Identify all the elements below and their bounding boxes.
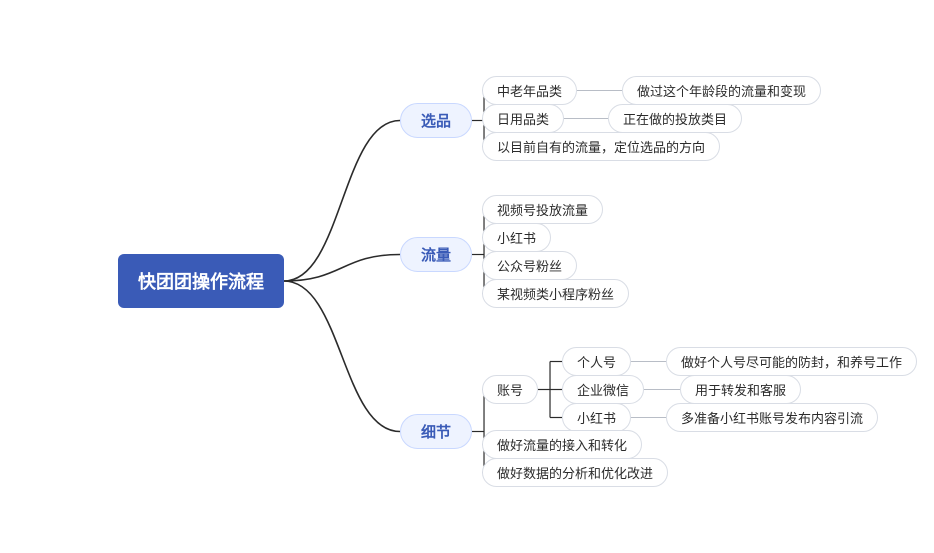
node-sel_a_d: 做过这个年龄段的流量和变现 bbox=[622, 76, 821, 105]
node-det_c: 做好数据的分析和优化改进 bbox=[482, 458, 668, 487]
node-traf_a: 视频号投放流量 bbox=[482, 195, 603, 224]
node-det_acc: 账号 bbox=[482, 375, 538, 404]
node-sel_b_d: 正在做的投放类目 bbox=[608, 104, 742, 133]
root-node: 快团团操作流程 bbox=[118, 254, 284, 308]
node-traf_b: 小红书 bbox=[482, 223, 551, 252]
node-traf_d: 某视频类小程序粉丝 bbox=[482, 279, 629, 308]
node-det_b: 做好流量的接入和转化 bbox=[482, 430, 642, 459]
node-det_acc_a_d: 做好个人号尽可能的防封，和养号工作 bbox=[666, 347, 917, 376]
node-det_acc_a: 个人号 bbox=[562, 347, 631, 376]
node-sel_a: 中老年品类 bbox=[482, 76, 577, 105]
node-det_acc_c: 小红书 bbox=[562, 403, 631, 432]
node-det_acc_b_d: 用于转发和客服 bbox=[680, 375, 801, 404]
node-det_acc_b: 企业微信 bbox=[562, 375, 644, 404]
node-sel_b: 日用品类 bbox=[482, 104, 564, 133]
node-traf_c: 公众号粉丝 bbox=[482, 251, 577, 280]
node-det_acc_c_d: 多准备小红书账号发布内容引流 bbox=[666, 403, 878, 432]
branch-sel: 选品 bbox=[400, 103, 472, 138]
node-sel_c: 以目前自有的流量，定位选品的方向 bbox=[482, 132, 720, 161]
branch-det: 细节 bbox=[400, 414, 472, 449]
branch-traf: 流量 bbox=[400, 237, 472, 272]
